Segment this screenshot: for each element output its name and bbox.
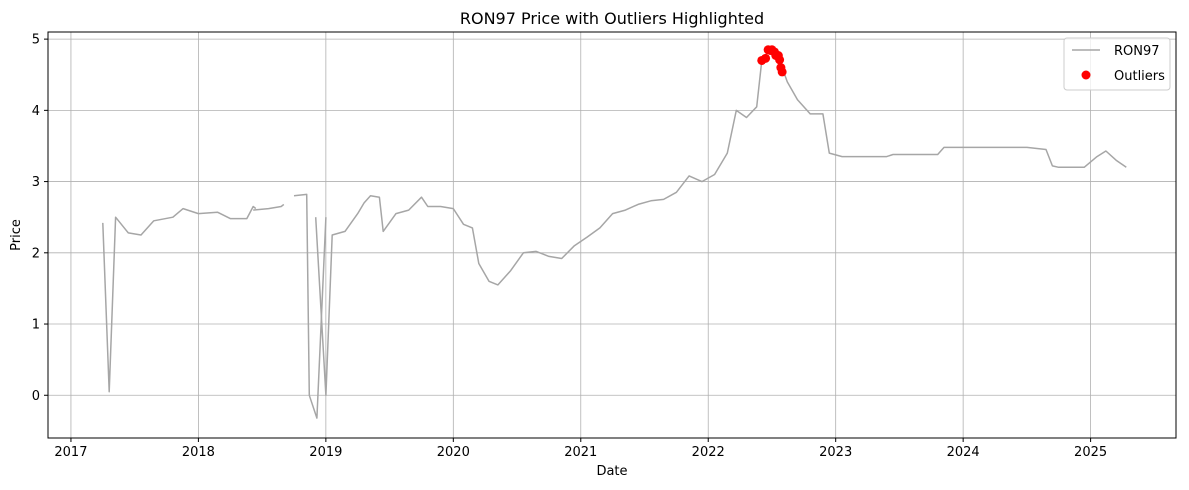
x-axis-title: Date <box>596 464 627 479</box>
x-tick-label: 2017 <box>54 445 87 460</box>
y-tick-label: 5 <box>32 33 40 48</box>
outliers-area <box>757 45 787 77</box>
legend-label-outliers: Outliers <box>1114 69 1165 84</box>
chart-title: RON97 Price with Outliers Highlighted <box>460 9 764 28</box>
outlier-point <box>775 55 785 65</box>
grid <box>48 32 1176 438</box>
x-tick-label: 2023 <box>819 445 852 460</box>
x-tick-label: 2018 <box>182 445 215 460</box>
outlier-point <box>777 67 787 77</box>
x-tick-label: 2019 <box>309 445 342 460</box>
legend-marker-swatch <box>1081 70 1091 80</box>
series-line-ron97 <box>314 49 1127 397</box>
y-axis-title: Price <box>9 219 24 251</box>
y-tick-label: 0 <box>32 389 40 404</box>
series-line-ron97 <box>102 205 257 393</box>
y-tick-label: 4 <box>32 104 40 119</box>
y-tick-label: 3 <box>32 175 40 190</box>
outlier-point <box>761 53 771 63</box>
axis-ticks: 2017 2018 2019 2020 2021 2022 2023 2024 2025 0 1 2 3… <box>32 33 1107 460</box>
x-tick-label: 2020 <box>437 445 470 460</box>
x-tick-label: 2024 <box>947 445 980 460</box>
x-tick-label: 2022 <box>692 445 725 460</box>
y-tick-label: 2 <box>32 246 40 261</box>
series-area <box>102 49 1127 419</box>
y-tick-label: 1 <box>32 318 40 333</box>
legend: RON97 Outliers <box>1063 37 1171 91</box>
legend-box <box>1063 37 1171 91</box>
legend-label-ron97: RON97 <box>1114 44 1160 59</box>
series-line-ron97 <box>293 193 327 419</box>
series-line-ron97 <box>253 203 285 211</box>
x-tick-label: 2021 <box>564 445 597 460</box>
plot-frame <box>47 31 1177 439</box>
x-tick-label: 2025 <box>1074 445 1107 460</box>
